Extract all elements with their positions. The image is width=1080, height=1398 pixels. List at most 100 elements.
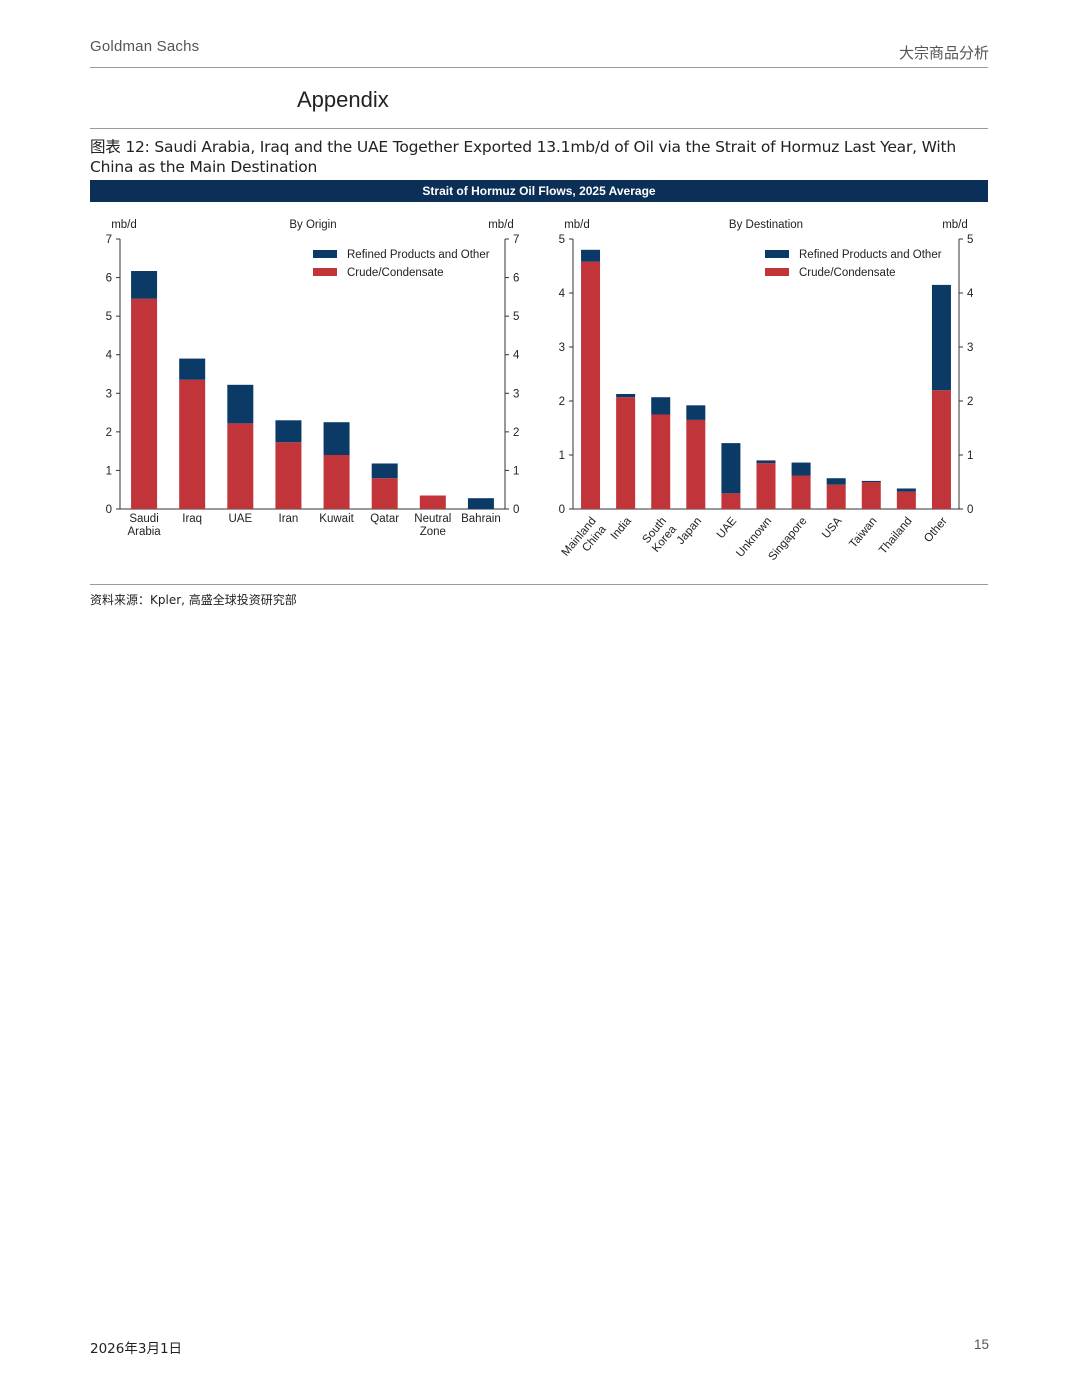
- x-tick-label: UAE: [228, 513, 252, 525]
- x-tick-label: MainlandChina: [560, 515, 610, 567]
- y-axis-unit-left: mb/d: [564, 219, 590, 231]
- bar-refined: [227, 384, 254, 424]
- legend-label: Crude/Condensate: [347, 267, 444, 279]
- bar-crude: [616, 397, 636, 509]
- figure-caption: 图表 12: Saudi Arabia, Iraq and the UAE To…: [90, 138, 956, 176]
- bar-refined: [756, 460, 776, 464]
- bar-refined: [721, 443, 741, 494]
- y-tick-label-right: 3: [513, 388, 519, 400]
- chart-subtitle: By Origin: [289, 219, 336, 231]
- x-tick-label: SouthKorea: [640, 515, 679, 555]
- y-tick-label-right: 3: [967, 342, 973, 354]
- bar-crude: [686, 419, 706, 509]
- x-tick-label: Taiwan: [847, 515, 879, 550]
- y-tick-label-left: 0: [559, 504, 565, 516]
- y-tick-label-right: 5: [513, 311, 519, 323]
- x-tick-label: Iran: [279, 513, 299, 525]
- source-divider: [90, 584, 988, 585]
- legend-label: Refined Products and Other: [347, 249, 490, 261]
- bar-refined: [686, 405, 706, 420]
- x-tick-label: Thailand: [877, 515, 915, 557]
- bar-crude: [323, 455, 350, 509]
- section-title: Appendix: [297, 87, 389, 112]
- x-tick-label: Neutral: [414, 513, 451, 525]
- legend-swatch: [313, 250, 337, 258]
- x-tick-label-line: USA: [820, 515, 845, 541]
- chart-by-destination: 0 0 1 1 2 2 3 3 4 4 5 5 mb/d mb/d By Destination Refine…: [540, 202, 988, 572]
- footer-date: 2026年3月1日: [90, 1341, 183, 1357]
- y-tick-label-right: 1: [967, 450, 973, 462]
- bar-refined: [861, 480, 881, 482]
- y-tick-label-left: 0: [106, 504, 112, 516]
- bar-crude: [275, 442, 302, 509]
- chart-subtitle: By Destination: [729, 219, 803, 231]
- bar-crude: [791, 475, 811, 509]
- x-tick-label-line: Thailand: [877, 515, 915, 557]
- bar-refined: [131, 271, 158, 299]
- y-tick-label-right: 0: [967, 504, 973, 516]
- brand-name: Goldman Sachs: [90, 38, 200, 55]
- bar-crude: [861, 482, 881, 509]
- header-divider: [90, 67, 988, 68]
- legend-swatch: [313, 268, 337, 276]
- bar-crude: [756, 463, 776, 509]
- x-tick-label: USA: [820, 515, 845, 541]
- y-tick-label-right: 2: [967, 396, 973, 408]
- chart-by-origin: 0 0 1 1 2 2 3 3 4 4 5 5 6 6 7 7 mb/d mb/d By Origin Refined…: [90, 202, 530, 572]
- bar-crude: [227, 423, 254, 509]
- x-tick-label-line: Other: [922, 515, 950, 545]
- bar-crude: [931, 390, 951, 509]
- page-number: 15: [973, 1337, 989, 1352]
- bar-refined: [791, 462, 811, 476]
- bar-crude: [131, 298, 158, 509]
- x-tick-label: Qatar: [370, 513, 399, 525]
- y-tick-label-right: 5: [967, 234, 973, 246]
- report-title: 大宗商品分析: [898, 44, 989, 62]
- y-tick-label-right: 2: [513, 427, 519, 439]
- x-tick-label: Zone: [420, 526, 446, 538]
- bar-crude: [581, 261, 601, 509]
- bar-refined: [179, 358, 206, 380]
- y-tick-label-left: 3: [559, 342, 565, 354]
- bar-refined: [581, 249, 601, 262]
- y-tick-label-left: 4: [559, 288, 566, 300]
- y-tick-label-left: 5: [106, 311, 112, 323]
- x-tick-label: Saudi: [129, 513, 158, 525]
- legend-swatch: [765, 268, 789, 276]
- x-tick-label-line: Taiwan: [847, 515, 879, 550]
- y-tick-label-left: 1: [559, 450, 565, 462]
- y-tick-label-left: 2: [559, 396, 565, 408]
- x-tick-label: UAE: [715, 515, 740, 541]
- legend-label: Refined Products and Other: [799, 249, 942, 261]
- y-tick-label-right: 4: [967, 288, 974, 300]
- y-tick-label-right: 6: [513, 273, 519, 285]
- x-tick-label: Japan: [675, 515, 704, 547]
- bar-refined: [323, 422, 350, 455]
- x-tick-label-line: UAE: [715, 515, 740, 541]
- y-tick-label-left: 1: [106, 465, 112, 477]
- y-tick-label-left: 7: [106, 234, 112, 246]
- y-tick-label-right: 7: [513, 234, 519, 246]
- x-tick-label: Arabia: [127, 526, 161, 538]
- bar-crude: [896, 491, 916, 509]
- x-tick-label: Bahrain: [461, 513, 501, 525]
- x-tick-label-line: Japan: [675, 515, 704, 547]
- bar-refined: [896, 488, 916, 492]
- y-tick-label-left: 2: [106, 427, 112, 439]
- bar-crude: [651, 414, 671, 509]
- bar-crude: [371, 478, 398, 509]
- y-axis-unit-left: mb/d: [111, 219, 137, 231]
- source-note: 资料来源：Kpler, 高盛全球投资研究部: [90, 593, 297, 607]
- bar-refined: [275, 420, 302, 443]
- bar-crude: [826, 484, 846, 509]
- bar-refined: [931, 284, 951, 391]
- bar-refined: [651, 397, 671, 415]
- x-tick-label: Kuwait: [319, 513, 354, 525]
- y-axis-unit-right: mb/d: [488, 219, 514, 231]
- y-tick-label-right: 1: [513, 465, 519, 477]
- bar-crude: [419, 495, 446, 509]
- legend-swatch: [765, 250, 789, 258]
- y-tick-label-left: 5: [559, 234, 565, 246]
- x-tick-label-line: India: [609, 515, 635, 542]
- y-tick-label-right: 0: [513, 504, 519, 516]
